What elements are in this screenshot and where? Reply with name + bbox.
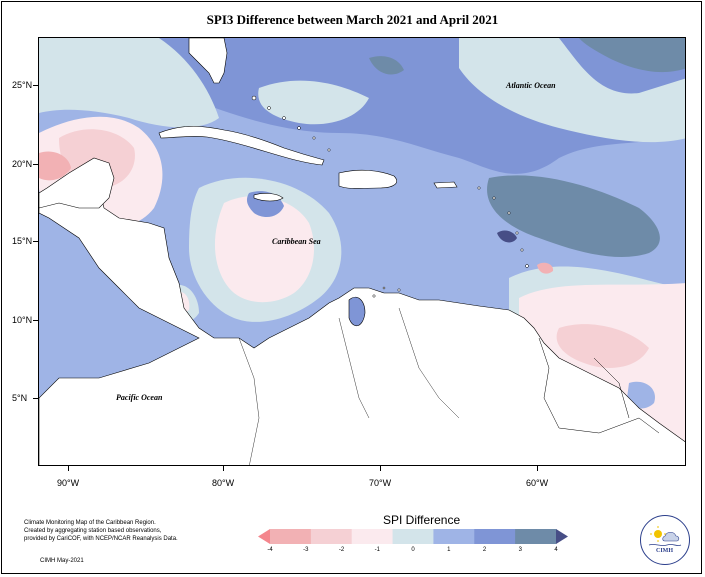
land-guyana-inner [538,337,660,434]
lat-tick [33,164,38,165]
lon-label-70w: 70°W [369,478,392,488]
legend-tick-label: -2 [338,547,345,553]
legend-swatch [392,529,434,544]
lat-tick [33,398,38,399]
issued-label: CIMH May-2021 [40,558,84,564]
lon-label-60w: 60°W [526,478,549,488]
cimh-logo: CIMH [640,515,690,565]
legend-swatch [433,529,475,544]
near-normal-patches-north [39,38,685,143]
land-puerto-rico [433,181,458,189]
land-hispaniola [338,169,398,189]
lon-label-90w: 90°W [57,478,80,488]
logo-text: CIMH [656,548,673,554]
legend-swatch [351,529,394,544]
land-jamaica [253,193,284,202]
wet-grey-patch-ne [369,38,685,258]
lat-tick [33,320,38,321]
dry-central [214,195,314,303]
lon-tick [537,466,538,471]
credits-line: Climate Monitoring Map of the Caribbean … [24,520,156,526]
lat-label-25n: 25°N [12,80,33,90]
legend-tick-label: 4 [554,547,558,553]
legend-tick-label: -1 [374,547,380,553]
legend-swatch [310,529,353,544]
legend-tick-label: 2 [482,547,487,553]
legend-swatch [515,529,557,544]
legend-swatch [270,529,312,544]
legend-title: SPI Difference [383,513,461,527]
lat-label-20n: 20°N [12,159,33,169]
legend-tick-label: 1 [447,547,451,553]
lat-label-5n: 5°N [12,393,28,403]
dry-east-2 [556,324,649,368]
very-wet-patch [497,230,517,243]
small-islands [251,95,529,298]
land-yucatan [39,157,115,209]
logo-emblem-icon [648,526,682,546]
legend-colorbar [258,529,568,544]
lon-label-80w: 80°W [212,478,235,488]
legend-tick-label: -3 [303,547,309,553]
dry-trinidad [537,262,554,274]
label-pacific-ocean: Pacific Ocean [116,393,163,402]
land-florida [188,38,228,84]
legend-tick-label: -4 [267,547,273,553]
dry-zone-gulf-3 [39,151,71,181]
land-border-lines [238,307,460,465]
legend-tick-label: 3 [518,547,522,553]
lon-tick [68,466,69,471]
credits-line: provided by CariCOF, with NCEP/NCAR Rean… [24,536,178,542]
land-venezuela-bay [348,296,366,326]
legend-arrow-high [556,529,568,544]
map-panel [38,37,686,466]
wet-guyana-patch-2 [627,381,655,409]
lat-tick [33,241,38,242]
lat-label-15n: 15°N [12,236,33,246]
lon-tick [380,466,381,471]
land-cuba [158,126,325,166]
label-caribbean-sea: Caribbean Sea [272,237,321,246]
lat-label-10n: 10°N [12,315,33,325]
lon-tick [223,466,224,471]
label-atlantic-ocean: Atlantic Ocean [506,81,556,90]
credits-line: Created by aggregating station based obs… [24,528,162,534]
legend-arrow-low [258,529,270,544]
credits-block: Climate Monitoring Map of the Caribbean … [24,519,178,543]
lat-tick [33,85,38,86]
legend-tick-label: 0 [411,547,415,553]
legend-swatch [474,529,516,544]
map-title: SPI3 Difference between March 2021 and A… [206,12,499,27]
map-svg [39,38,685,465]
